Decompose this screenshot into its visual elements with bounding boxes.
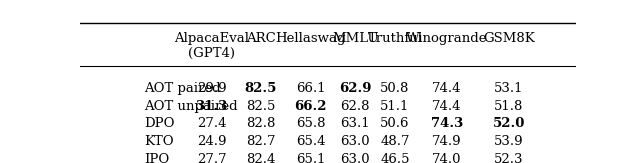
Text: 52.3: 52.3 <box>494 153 524 163</box>
Text: 63.1: 63.1 <box>340 118 370 130</box>
Text: Winogrande: Winogrande <box>406 32 488 45</box>
Text: 62.9: 62.9 <box>339 82 372 95</box>
Text: KTO: KTO <box>145 135 174 148</box>
Text: 62.8: 62.8 <box>340 100 370 113</box>
Text: 74.9: 74.9 <box>432 135 462 148</box>
Text: 27.7: 27.7 <box>196 153 227 163</box>
Text: 29.9: 29.9 <box>196 82 227 95</box>
Text: 51.1: 51.1 <box>380 100 410 113</box>
Text: Hellaswag: Hellaswag <box>275 32 346 45</box>
Text: 46.5: 46.5 <box>380 153 410 163</box>
Text: 53.9: 53.9 <box>494 135 524 148</box>
Text: 24.9: 24.9 <box>196 135 226 148</box>
Text: 50.6: 50.6 <box>380 118 410 130</box>
Text: 27.4: 27.4 <box>196 118 226 130</box>
Text: 66.2: 66.2 <box>294 100 327 113</box>
Text: 82.8: 82.8 <box>246 118 276 130</box>
Text: GSM8K: GSM8K <box>483 32 535 45</box>
Text: MMLU: MMLU <box>332 32 379 45</box>
Text: 63.0: 63.0 <box>340 135 370 148</box>
Text: 50.8: 50.8 <box>380 82 410 95</box>
Text: 82.5: 82.5 <box>245 82 277 95</box>
Text: 31.3: 31.3 <box>195 100 228 113</box>
Text: 74.0: 74.0 <box>432 153 462 163</box>
Text: 51.8: 51.8 <box>494 100 524 113</box>
Text: 63.0: 63.0 <box>340 153 370 163</box>
Text: 74.4: 74.4 <box>432 100 462 113</box>
Text: 66.1: 66.1 <box>296 82 326 95</box>
Text: 74.4: 74.4 <box>432 82 462 95</box>
Text: 82.5: 82.5 <box>246 100 276 113</box>
Text: 53.1: 53.1 <box>494 82 524 95</box>
Text: AlpacaEval
(GPT4): AlpacaEval (GPT4) <box>174 32 249 60</box>
Text: AOT unpaired: AOT unpaired <box>145 100 238 113</box>
Text: 74.3: 74.3 <box>431 118 463 130</box>
Text: 82.7: 82.7 <box>246 135 276 148</box>
Text: 52.0: 52.0 <box>493 118 525 130</box>
Text: 82.4: 82.4 <box>246 153 276 163</box>
Text: 65.8: 65.8 <box>296 118 325 130</box>
Text: 48.7: 48.7 <box>380 135 410 148</box>
Text: 65.1: 65.1 <box>296 153 325 163</box>
Text: DPO: DPO <box>145 118 175 130</box>
Text: 65.4: 65.4 <box>296 135 325 148</box>
Text: ARC: ARC <box>246 32 276 45</box>
Text: IPO: IPO <box>145 153 170 163</box>
Text: Truthful: Truthful <box>367 32 422 45</box>
Text: AOT paired: AOT paired <box>145 82 221 95</box>
